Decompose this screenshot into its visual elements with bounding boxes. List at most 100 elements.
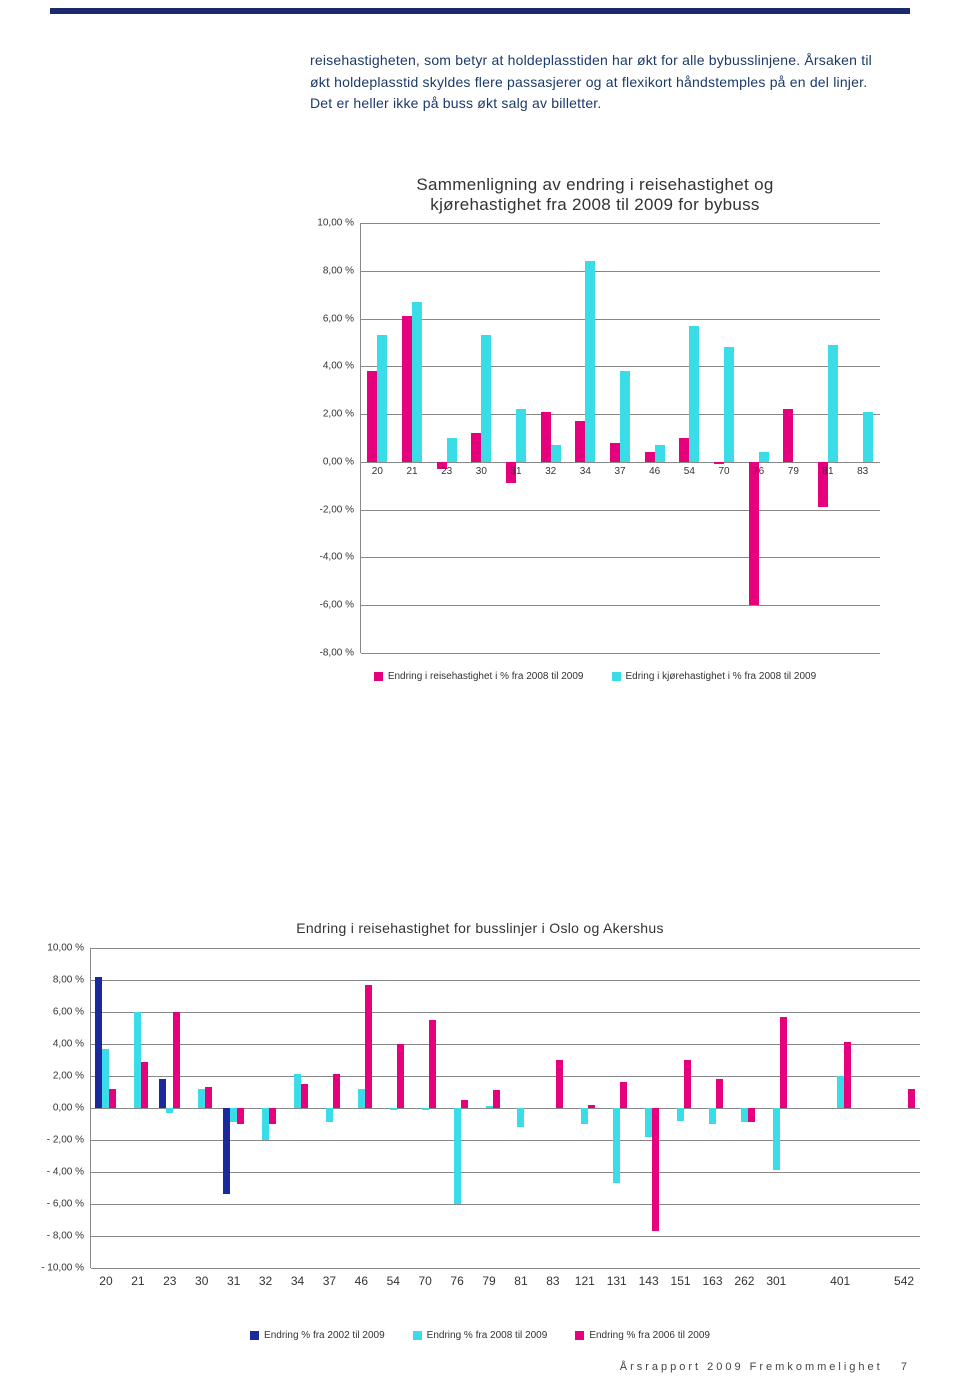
x-axis-label: 30: [195, 1274, 208, 1288]
gridline: [91, 1268, 920, 1269]
bar: [684, 1060, 691, 1108]
bar: [326, 1108, 333, 1122]
x-axis-label: 79: [482, 1274, 495, 1288]
x-axis-label: 401: [830, 1274, 850, 1288]
bar: [294, 1074, 301, 1108]
y-axis-label: 4,00 %: [53, 1039, 84, 1050]
bar: [620, 371, 630, 462]
bar: [551, 445, 561, 462]
legend-label: Endring i reisehastighet i % fra 2008 ti…: [388, 671, 584, 682]
bar: [429, 1020, 436, 1108]
y-axis-label: -2,00 %: [320, 504, 354, 515]
x-axis-label: 23: [441, 466, 452, 477]
y-axis-label: 8,00 %: [323, 265, 354, 276]
bar: [610, 443, 620, 462]
legend-item: Endring % fra 2002 til 2009: [250, 1330, 385, 1341]
bar: [367, 371, 377, 462]
x-axis-label: 54: [684, 466, 695, 477]
x-axis-label: 76: [450, 1274, 463, 1288]
x-axis-label: 31: [510, 466, 521, 477]
x-axis-label: 131: [607, 1274, 627, 1288]
legend-item: Endring % fra 2008 til 2009: [413, 1330, 548, 1341]
y-axis-label: -6,00 %: [320, 600, 354, 611]
bar: [493, 1090, 500, 1108]
bar: [556, 1060, 563, 1108]
bar: [365, 985, 372, 1108]
x-axis-label: 83: [857, 466, 868, 477]
x-axis-label: 83: [546, 1274, 559, 1288]
x-axis-label: 37: [614, 466, 625, 477]
bar: [581, 1108, 588, 1124]
bar: [166, 1108, 173, 1113]
y-axis-label: - 2,00 %: [47, 1135, 84, 1146]
legend-label: Endring % fra 2006 til 2009: [589, 1330, 710, 1341]
bar: [716, 1079, 723, 1108]
legend-swatch: [374, 672, 383, 681]
x-axis-label: 163: [702, 1274, 722, 1288]
chart-title-line: kjørehastighet fra 2008 til 2009 for byb…: [310, 195, 880, 215]
x-axis-label: 143: [639, 1274, 659, 1288]
bar: [301, 1084, 308, 1108]
bar: [844, 1042, 851, 1108]
legend-swatch: [575, 1331, 584, 1340]
chart-legend: Endring % fra 2002 til 2009 Endring % fra…: [40, 1330, 920, 1341]
bar: [748, 1108, 755, 1122]
x-axis-label: 21: [406, 466, 417, 477]
y-axis-label: 10,00 %: [47, 943, 84, 954]
x-axis-label: 30: [476, 466, 487, 477]
bar: [262, 1108, 269, 1140]
y-axis-label: - 4,00 %: [47, 1167, 84, 1178]
bar: [237, 1108, 244, 1124]
y-axis-label: - 8,00 %: [47, 1231, 84, 1242]
x-axis-label: 46: [355, 1274, 368, 1288]
bar: [471, 433, 481, 462]
legend-swatch: [612, 672, 621, 681]
legend-label: Endring % fra 2008 til 2009: [427, 1330, 548, 1341]
bar: [109, 1089, 116, 1108]
bar: [541, 412, 551, 462]
y-axis-label: 2,00 %: [53, 1071, 84, 1082]
x-axis-label: 121: [575, 1274, 595, 1288]
bar: [759, 452, 769, 462]
x-axis-label: 301: [766, 1274, 786, 1288]
bar: [645, 1108, 652, 1137]
bar: [908, 1089, 915, 1108]
bar: [724, 347, 734, 462]
bar: [198, 1089, 205, 1108]
bar: [613, 1108, 620, 1183]
x-axis-label: 37: [323, 1274, 336, 1288]
y-axis-label: 0,00 %: [53, 1103, 84, 1114]
page-footer: Årsrapport 2009 Fremkommelighet 7: [620, 1361, 910, 1373]
x-axis-label: 23: [163, 1274, 176, 1288]
y-axis-label: 0,00 %: [323, 456, 354, 467]
bar: [230, 1108, 237, 1122]
bar: [358, 1089, 365, 1108]
bar: [679, 438, 689, 462]
bar: [402, 316, 412, 462]
bar: [517, 1108, 524, 1127]
y-axis-label: -4,00 %: [320, 552, 354, 563]
x-axis-label: 54: [387, 1274, 400, 1288]
bar: [645, 452, 655, 462]
legend-item: Edring i kjørehastighet i % fra 2008 til…: [612, 671, 817, 682]
bar: [741, 1108, 748, 1122]
bar: [516, 409, 526, 462]
chart-title: Sammenligning av endring i reisehastighe…: [310, 175, 880, 215]
y-axis-label: 2,00 %: [323, 409, 354, 420]
legend-swatch: [250, 1331, 259, 1340]
bar: [134, 1012, 141, 1108]
bar: [655, 445, 665, 462]
x-axis-label: 32: [545, 466, 556, 477]
bar: [749, 462, 759, 605]
bar: [377, 335, 387, 462]
bar: [159, 1079, 166, 1108]
x-axis-label: 20: [99, 1274, 112, 1288]
bar: [652, 1108, 659, 1231]
body-paragraph: reisehastigheten, som betyr at holdeplas…: [310, 50, 880, 115]
y-axis-label: 4,00 %: [323, 361, 354, 372]
bar: [863, 412, 873, 462]
bar: [102, 1049, 109, 1108]
bar: [422, 1108, 429, 1110]
legend-item: Endring % fra 2006 til 2009: [575, 1330, 710, 1341]
x-axis-label: 70: [718, 466, 729, 477]
